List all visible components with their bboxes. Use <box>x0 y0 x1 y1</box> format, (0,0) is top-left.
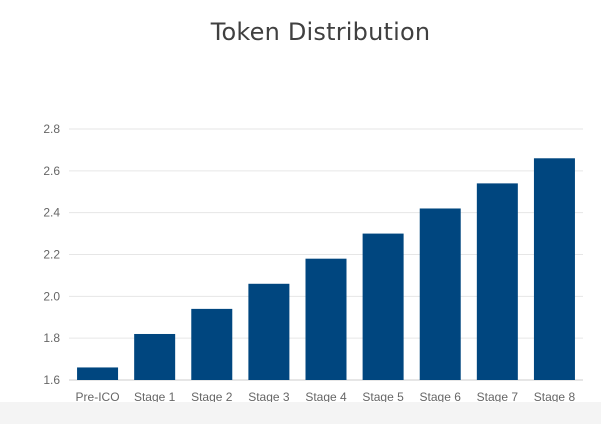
x-tick-label: Stage 7 <box>477 390 519 404</box>
y-tick-label: 1.6 <box>43 373 60 387</box>
bar-stage-1 <box>134 333 176 380</box>
bottom-strip <box>0 402 601 424</box>
x-tick-label: Stage 3 <box>248 390 290 404</box>
x-tick-label: Stage 2 <box>191 390 233 404</box>
bar-stage-7 <box>476 183 518 380</box>
y-tick-label: 2.8 <box>43 122 60 136</box>
x-tick-label: Stage 4 <box>305 390 347 404</box>
bar-stage-4 <box>305 258 347 380</box>
x-axis-ticks: Pre-ICO Stage 1 Stage 2 Stage 3 Stage 4 Stage… <box>76 390 576 404</box>
y-tick-label: 2.4 <box>43 206 60 220</box>
x-tick-label: Stage 6 <box>420 390 462 404</box>
x-tick-label: Stage 1 <box>134 390 176 404</box>
y-axis-ticks: 1.6 1.8 2.0 2.2 2.4 2.6 2.8 <box>43 122 60 387</box>
bar-stage-2 <box>191 308 233 380</box>
bar-stage-8 <box>533 158 575 380</box>
y-tick-label: 1.8 <box>43 331 60 345</box>
bars <box>77 158 575 380</box>
y-tick-label: 2.0 <box>43 289 60 303</box>
x-tick-label: Stage 8 <box>534 390 576 404</box>
x-tick-label: Stage 5 <box>362 390 404 404</box>
bar-stage-3 <box>248 283 290 380</box>
bar-pre-ico <box>77 367 119 380</box>
bar-stage-5 <box>362 233 404 380</box>
y-tick-label: 2.6 <box>43 164 60 178</box>
y-tick-label: 2.2 <box>43 248 60 262</box>
chart-title: Token Distribution <box>210 18 431 46</box>
bar-stage-6 <box>419 208 461 380</box>
x-tick-label: Pre-ICO <box>76 390 120 404</box>
